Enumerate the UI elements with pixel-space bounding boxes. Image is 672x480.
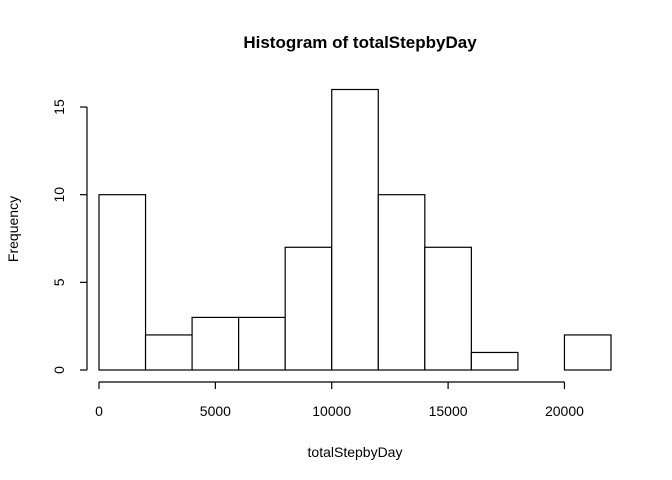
chart-title: Histogram of totalStepbyDay: [243, 33, 477, 52]
y-axis: 0 5 10 15: [51, 99, 88, 374]
y-tick-label: 0: [51, 366, 67, 374]
histogram-bar: [238, 316, 286, 371]
histogram-bar: [191, 316, 240, 371]
x-tick-label: 0: [95, 403, 103, 419]
histogram-bar: [144, 334, 193, 371]
bars-group: [98, 88, 612, 371]
y-tick-label: 10: [51, 187, 67, 203]
x-axis: 0 5000 10000 15000 20000: [95, 381, 584, 419]
histogram-bar: [470, 351, 519, 371]
y-tick-label: 5: [51, 278, 67, 286]
histogram-bar: [377, 194, 426, 371]
x-tick-label: 15000: [429, 403, 468, 419]
x-tick-label: 20000: [545, 403, 584, 419]
histogram-bar: [563, 334, 612, 371]
y-axis-label: Frequency: [5, 196, 21, 262]
x-axis-label: totalStepbyDay: [308, 444, 403, 460]
histogram-bar: [331, 88, 379, 371]
x-tick-label: 10000: [312, 403, 351, 419]
histogram-bar: [424, 246, 472, 371]
x-tick-label: 5000: [200, 403, 231, 419]
y-tick-label: 15: [51, 99, 67, 115]
histogram-bar: [284, 246, 333, 371]
histogram-bar: [98, 194, 147, 371]
